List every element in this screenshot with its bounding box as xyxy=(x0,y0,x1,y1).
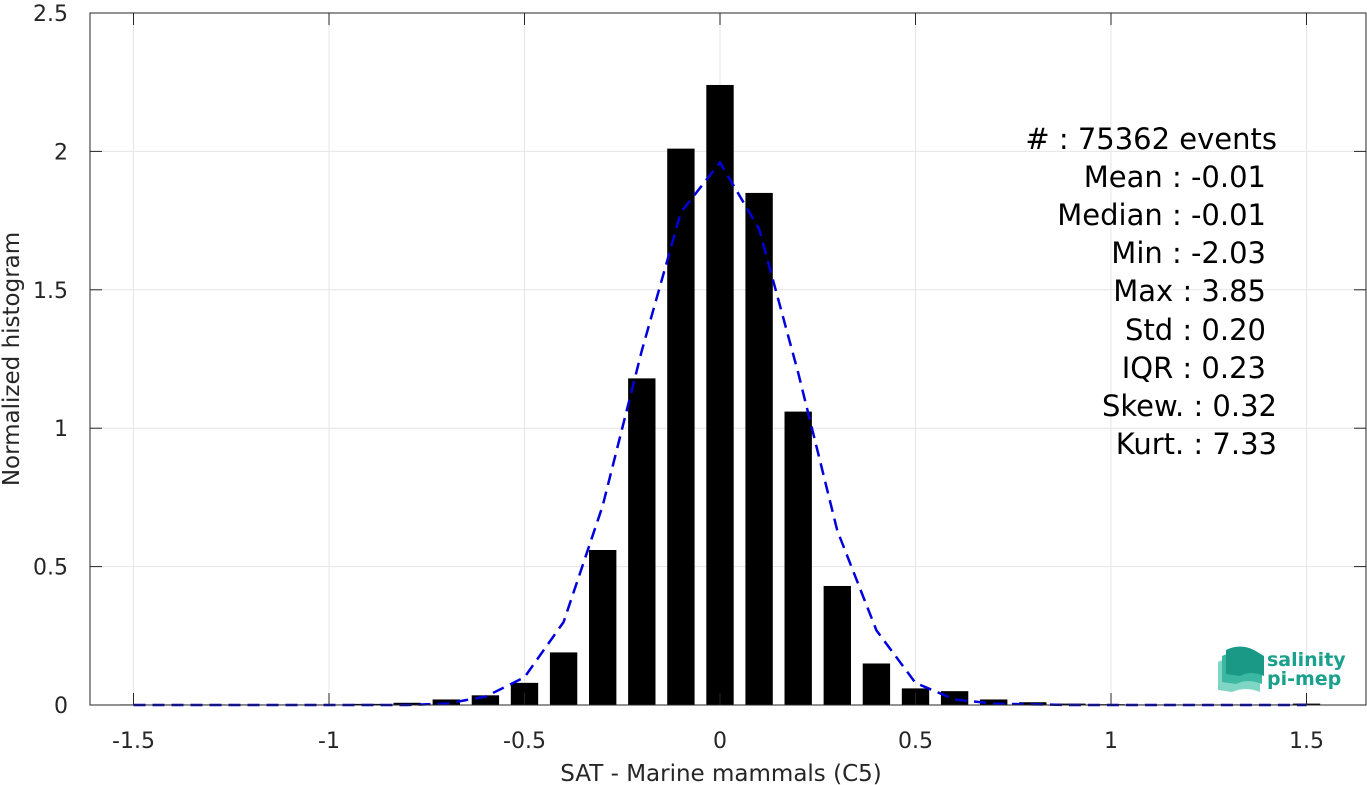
histogram-bar xyxy=(980,699,1008,705)
stat-median: Median : -0.01 xyxy=(1057,198,1266,232)
stat-mean: Mean : -0.01 xyxy=(1084,160,1266,194)
histogram-bar xyxy=(706,84,734,705)
histogram-bar xyxy=(667,148,695,705)
stat-kurt: Kurt. : 7.33 xyxy=(1116,427,1277,461)
y-axis-title: Normalized histogram xyxy=(0,232,25,486)
x-tick-labels: -1.5 -1 -0.5 0 0.5 1 1.5 xyxy=(112,729,1324,754)
histogram-bar xyxy=(549,652,578,705)
x-tick-label: -0.5 xyxy=(503,729,546,754)
x-tick-label: 1 xyxy=(1104,729,1118,754)
x-tick-label: -1.5 xyxy=(112,729,155,754)
x-tick-label: 1.5 xyxy=(1289,729,1324,754)
histogram-bar xyxy=(471,695,500,705)
x-tick-label: 0.5 xyxy=(898,729,933,754)
stat-max: Max : 3.85 xyxy=(1113,274,1266,308)
salinity-pimep-logo: salinity pi-mep xyxy=(1218,646,1346,692)
logo-text-salinity: salinity xyxy=(1267,649,1346,671)
y-tick-label: 2 xyxy=(54,140,68,165)
histogram-bar xyxy=(940,691,969,705)
histogram-bar xyxy=(862,663,891,705)
wave-stack-icon xyxy=(1218,646,1264,692)
y-tick-label: 2.5 xyxy=(33,2,68,27)
histogram-bar xyxy=(745,192,773,706)
histogram-bar xyxy=(589,549,617,705)
stat-std: Std : 0.20 xyxy=(1125,313,1266,347)
x-axis-title: SAT - Marine mammals (C5) xyxy=(560,761,882,785)
axes-box xyxy=(89,12,1367,706)
y-tick-labels: 0 0.5 1 1.5 2 2.5 xyxy=(33,2,68,719)
y-tick-label: 1 xyxy=(54,417,68,442)
histogram-bar xyxy=(823,585,851,705)
histogram-bar xyxy=(784,411,812,705)
histogram-bar xyxy=(628,378,656,705)
y-tick-label: 0.5 xyxy=(33,556,68,581)
y-tick-label: 1.5 xyxy=(33,279,68,304)
stat-skew: Skew. : 0.32 xyxy=(1102,389,1277,423)
x-tick-label: -1 xyxy=(318,729,340,754)
stat-iqr: IQR : 0.23 xyxy=(1122,351,1266,385)
axes xyxy=(89,12,1367,706)
x-tick-label: 0 xyxy=(713,729,727,754)
y-tick-label: 0 xyxy=(54,694,68,719)
logo-text-pimep: pi-mep xyxy=(1267,668,1341,690)
stats-box: # : 75362 events Mean : -0.01 Median : -… xyxy=(1025,122,1277,461)
histogram-bar xyxy=(432,699,460,705)
stat-min: Min : -2.03 xyxy=(1111,236,1266,270)
stat-events: # : 75362 events xyxy=(1025,122,1277,156)
